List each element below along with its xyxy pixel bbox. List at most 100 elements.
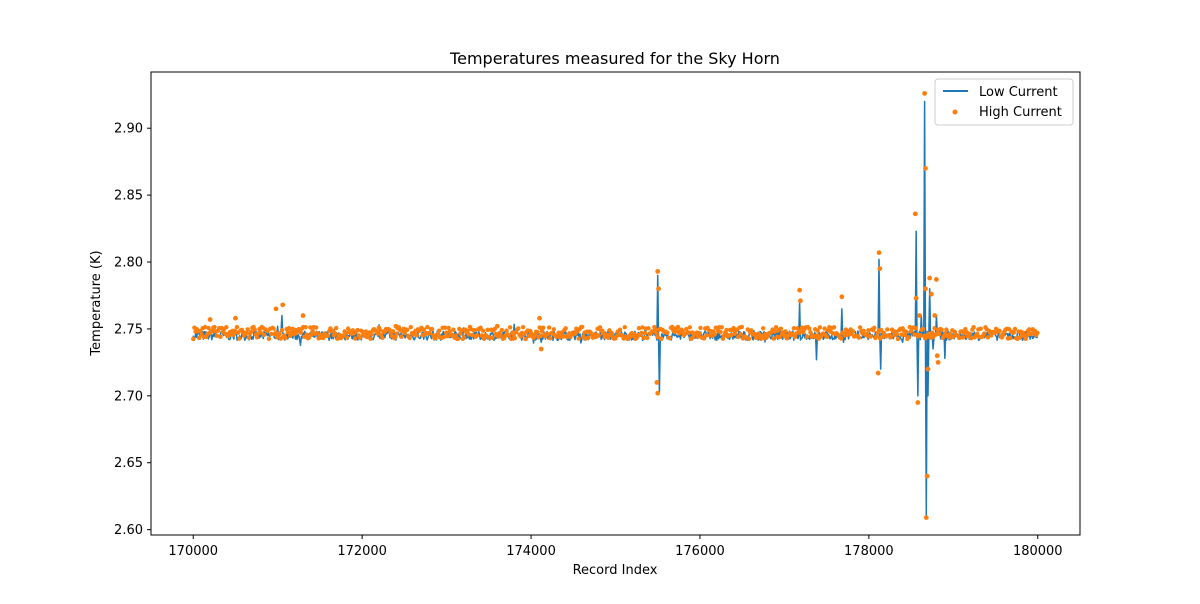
high-current-point: [856, 335, 862, 340]
high-current-point: [427, 330, 432, 336]
high-current-point: [478, 325, 483, 330]
high-current-point: [393, 334, 398, 340]
high-current-point: [982, 331, 987, 336]
high-current-point: [641, 335, 646, 341]
high-current-point: [224, 325, 229, 330]
high-current-point: [245, 327, 250, 332]
high-current-point: [585, 335, 591, 340]
high-current-point: [280, 302, 286, 308]
high-current-point: [444, 330, 449, 335]
high-current-point: [507, 325, 513, 330]
high-current-point: [344, 335, 350, 340]
high-current-series: [191, 91, 1040, 520]
legend-marker-high-current: [952, 109, 958, 115]
high-current-point: [445, 333, 450, 339]
high-current-point: [934, 353, 940, 359]
high-current-point: [698, 325, 703, 331]
high-current-point: [645, 335, 650, 341]
high-current-point: [704, 333, 709, 338]
high-current-point: [719, 325, 724, 330]
high-current-point: [653, 327, 658, 332]
high-current-point: [701, 336, 707, 341]
high-current-point: [421, 327, 426, 332]
y-tick-label: 2.60: [114, 523, 143, 538]
high-current-point: [783, 329, 788, 334]
high-current-point: [874, 334, 879, 339]
x-tick-label: 178000: [844, 544, 894, 559]
high-current-point: [912, 211, 918, 217]
high-current-point: [807, 326, 812, 331]
high-current-point: [815, 328, 820, 333]
high-current-point: [248, 329, 254, 335]
high-current-point: [273, 306, 279, 312]
high-current-point: [539, 328, 545, 334]
high-current-point: [824, 334, 830, 340]
high-current-point: [969, 336, 974, 341]
high-current-point: [771, 336, 776, 341]
high-current-point: [971, 325, 976, 330]
high-current-point: [609, 330, 614, 336]
high-current-point: [1035, 330, 1040, 336]
high-current-point: [441, 334, 447, 340]
high-current-point: [928, 291, 934, 297]
high-current-point: [915, 400, 921, 405]
high-current-point: [697, 331, 702, 336]
high-current-point: [923, 165, 928, 171]
high-current-point: [712, 332, 717, 337]
y-tick-label: 2.90: [114, 122, 143, 137]
high-current-point: [209, 329, 215, 334]
high-current-point: [538, 333, 544, 338]
high-current-point: [234, 324, 240, 330]
high-current-point: [380, 335, 385, 341]
high-current-point: [447, 329, 452, 334]
high-current-point: [632, 332, 637, 337]
chart-title: Temperatures measured for the Sky Horn: [449, 49, 780, 68]
legend-label-high-current: High Current: [979, 105, 1062, 120]
high-current-point: [523, 336, 528, 342]
high-current-point: [271, 326, 276, 331]
high-current-point: [429, 326, 435, 332]
high-current-point: [300, 313, 306, 318]
high-current-point: [479, 333, 484, 338]
high-current-point: [298, 330, 304, 335]
high-current-point: [773, 324, 779, 330]
high-current-point: [817, 325, 823, 330]
high-current-point: [459, 328, 464, 333]
high-current-point: [254, 335, 260, 340]
high-current-point: [436, 328, 442, 333]
high-current-point: [480, 328, 486, 333]
high-current-point: [642, 330, 648, 336]
high-current-point: [506, 333, 512, 338]
high-current-point: [920, 326, 925, 332]
high-current-point: [283, 335, 288, 340]
y-tick-label: 2.70: [114, 389, 143, 404]
high-current-point: [1012, 326, 1018, 332]
high-current-point: [303, 325, 308, 330]
high-current-point: [375, 331, 380, 336]
high-current-point: [640, 325, 645, 330]
y-axis-label: Temperature (K): [89, 250, 104, 356]
high-current-point: [791, 326, 797, 331]
high-current-point: [967, 331, 973, 337]
high-current-point: [206, 325, 211, 331]
high-current-point: [390, 329, 396, 334]
high-current-point: [509, 336, 514, 342]
high-current-point: [472, 327, 477, 333]
x-tick-label: 172000: [337, 544, 387, 559]
y-axis: 2.60 2.65 2.70 2.75 2.80 2.85 2.90: [114, 122, 151, 538]
high-current-point: [872, 325, 877, 330]
high-current-point: [576, 336, 581, 341]
high-current-point: [960, 335, 966, 340]
high-current-point: [831, 325, 837, 330]
high-current-point: [654, 331, 659, 336]
high-current-point: [313, 325, 319, 330]
high-current-point: [866, 328, 871, 333]
high-current-point: [538, 346, 544, 352]
high-current-point: [947, 331, 953, 337]
high-current-point: [499, 327, 505, 333]
high-current-point: [580, 324, 585, 330]
high-current-point: [724, 327, 729, 333]
high-current-point: [258, 330, 263, 335]
high-current-point: [393, 323, 399, 329]
high-current-point: [196, 335, 202, 341]
